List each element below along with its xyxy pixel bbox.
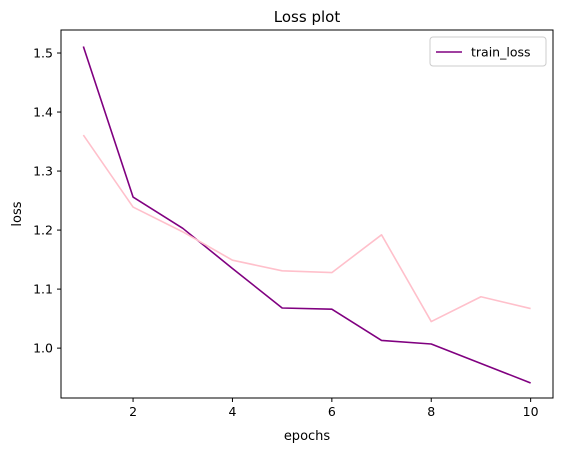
y-axis-title: loss (10, 201, 25, 226)
x-tick-label: 10 (523, 404, 539, 419)
series-line-series-2 (83, 135, 530, 322)
x-tick-label: 6 (328, 404, 336, 419)
y-tick-label: 1.1 (33, 282, 53, 297)
y-tick-label: 1.2 (33, 223, 53, 238)
x-axis-title: epochs (284, 429, 331, 444)
chart-title: Loss plot (274, 8, 341, 26)
series-line-train_loss (83, 47, 530, 383)
series-layer (83, 47, 530, 383)
legend-label-train_loss: train_loss (471, 45, 531, 60)
y-tick-label: 1.4 (33, 105, 53, 120)
y-tick-label: 1.3 (33, 164, 53, 179)
plot-frame (61, 30, 553, 398)
x-tick-label: 2 (129, 404, 137, 419)
y-tick-label: 1.5 (33, 46, 53, 61)
x-tick-label: 4 (228, 404, 236, 419)
x-tick-label: 8 (427, 404, 435, 419)
y-tick-label: 1.0 (33, 341, 53, 356)
legend: train_loss (430, 37, 546, 66)
